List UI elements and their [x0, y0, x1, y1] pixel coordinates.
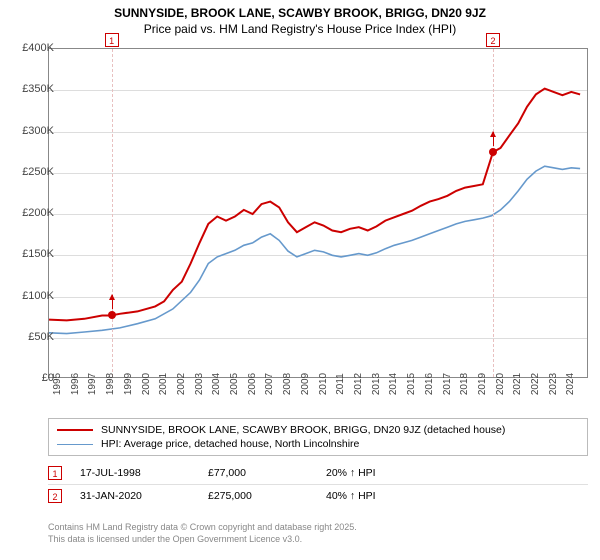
x-tick-label: 2001	[158, 373, 169, 395]
marker-badge: 2	[486, 33, 500, 47]
x-tick-label: 2019	[477, 373, 488, 395]
transaction-pct: 20% ↑ HPI	[326, 467, 446, 479]
x-tick-label: 2011	[335, 373, 346, 395]
transactions-table: 1 17-JUL-1998 £77,000 20% ↑ HPI 2 31-JAN-2020…	[48, 462, 588, 507]
legend-box: SUNNYSIDE, BROOK LANE, SCAWBY BROOK, BRI…	[48, 418, 588, 456]
attribution-line2: This data is licensed under the Open Gov…	[48, 534, 357, 546]
x-tick-label: 2020	[495, 373, 506, 395]
x-tick-label: 2008	[282, 373, 293, 395]
marker-dot	[108, 311, 116, 319]
x-tick-label: 2014	[388, 373, 399, 395]
x-tick-label: 2004	[211, 373, 222, 395]
legend-line-swatch	[57, 444, 93, 445]
x-tick-label: 2003	[194, 373, 205, 395]
series-line-hpi	[49, 166, 580, 333]
x-tick-label: 2023	[548, 373, 559, 395]
attribution-text: Contains HM Land Registry data © Crown c…	[48, 522, 357, 545]
chart-plot-area: 12	[48, 48, 588, 378]
marker-arrow-icon	[112, 295, 113, 309]
x-tick-label: 2016	[424, 373, 435, 395]
x-tick-label: 2012	[353, 373, 364, 395]
title-block: SUNNYSIDE, BROOK LANE, SCAWBY BROOK, BRI…	[0, 0, 600, 36]
transaction-row: 2 31-JAN-2020 £275,000 40% ↑ HPI	[48, 485, 588, 507]
chart-lines-svg	[49, 49, 587, 377]
x-tick-label: 2007	[264, 373, 275, 395]
x-tick-label: 1995	[52, 373, 63, 395]
marker-badge: 1	[105, 33, 119, 47]
x-tick-label: 2005	[229, 373, 240, 395]
x-tick-label: 2021	[512, 373, 523, 395]
series-line-price_paid	[49, 89, 580, 321]
x-tick-label: 2002	[176, 373, 187, 395]
legend-row: HPI: Average price, detached house, Nort…	[57, 437, 579, 451]
marker-arrow-icon	[493, 132, 494, 146]
transaction-pct: 40% ↑ HPI	[326, 490, 446, 502]
legend-label: HPI: Average price, detached house, Nort…	[101, 438, 359, 450]
attribution-line1: Contains HM Land Registry data © Crown c…	[48, 522, 357, 534]
marker-vline	[493, 49, 494, 377]
legend-line-swatch	[57, 429, 93, 431]
x-tick-label: 1997	[87, 373, 98, 395]
legend-row: SUNNYSIDE, BROOK LANE, SCAWBY BROOK, BRI…	[57, 423, 579, 437]
x-tick-label: 2022	[530, 373, 541, 395]
x-tick-label: 2018	[459, 373, 470, 395]
chart-container: SUNNYSIDE, BROOK LANE, SCAWBY BROOK, BRI…	[0, 0, 600, 560]
x-tick-label: 2024	[565, 373, 576, 395]
title-subtitle: Price paid vs. HM Land Registry's House …	[0, 22, 600, 36]
y-tick-label: £200K	[22, 207, 54, 219]
x-tick-label: 2017	[442, 373, 453, 395]
y-tick-label: £100K	[22, 290, 54, 302]
transaction-date: 31-JAN-2020	[80, 490, 190, 502]
x-tick-label: 1996	[70, 373, 81, 395]
y-tick-label: £350K	[22, 83, 54, 95]
x-tick-label: 2013	[371, 373, 382, 395]
title-address: SUNNYSIDE, BROOK LANE, SCAWBY BROOK, BRI…	[0, 6, 600, 20]
y-tick-label: £400K	[22, 42, 54, 54]
y-tick-label: £150K	[22, 248, 54, 260]
y-tick-label: £300K	[22, 125, 54, 137]
legend-label: SUNNYSIDE, BROOK LANE, SCAWBY BROOK, BRI…	[101, 424, 505, 436]
marker-vline	[112, 49, 113, 377]
x-tick-label: 2010	[318, 373, 329, 395]
y-tick-label: £250K	[22, 166, 54, 178]
marker-dot	[489, 148, 497, 156]
x-tick-label: 2009	[300, 373, 311, 395]
transaction-price: £77,000	[208, 467, 308, 479]
transaction-price: £275,000	[208, 490, 308, 502]
transaction-badge: 2	[48, 489, 62, 503]
x-tick-label: 2006	[247, 373, 258, 395]
x-tick-label: 1999	[123, 373, 134, 395]
x-tick-label: 2015	[406, 373, 417, 395]
transaction-badge: 1	[48, 466, 62, 480]
y-tick-label: £50K	[28, 331, 54, 343]
x-tick-label: 2000	[141, 373, 152, 395]
x-tick-label: 1998	[105, 373, 116, 395]
transaction-row: 1 17-JUL-1998 £77,000 20% ↑ HPI	[48, 462, 588, 485]
transaction-date: 17-JUL-1998	[80, 467, 190, 479]
